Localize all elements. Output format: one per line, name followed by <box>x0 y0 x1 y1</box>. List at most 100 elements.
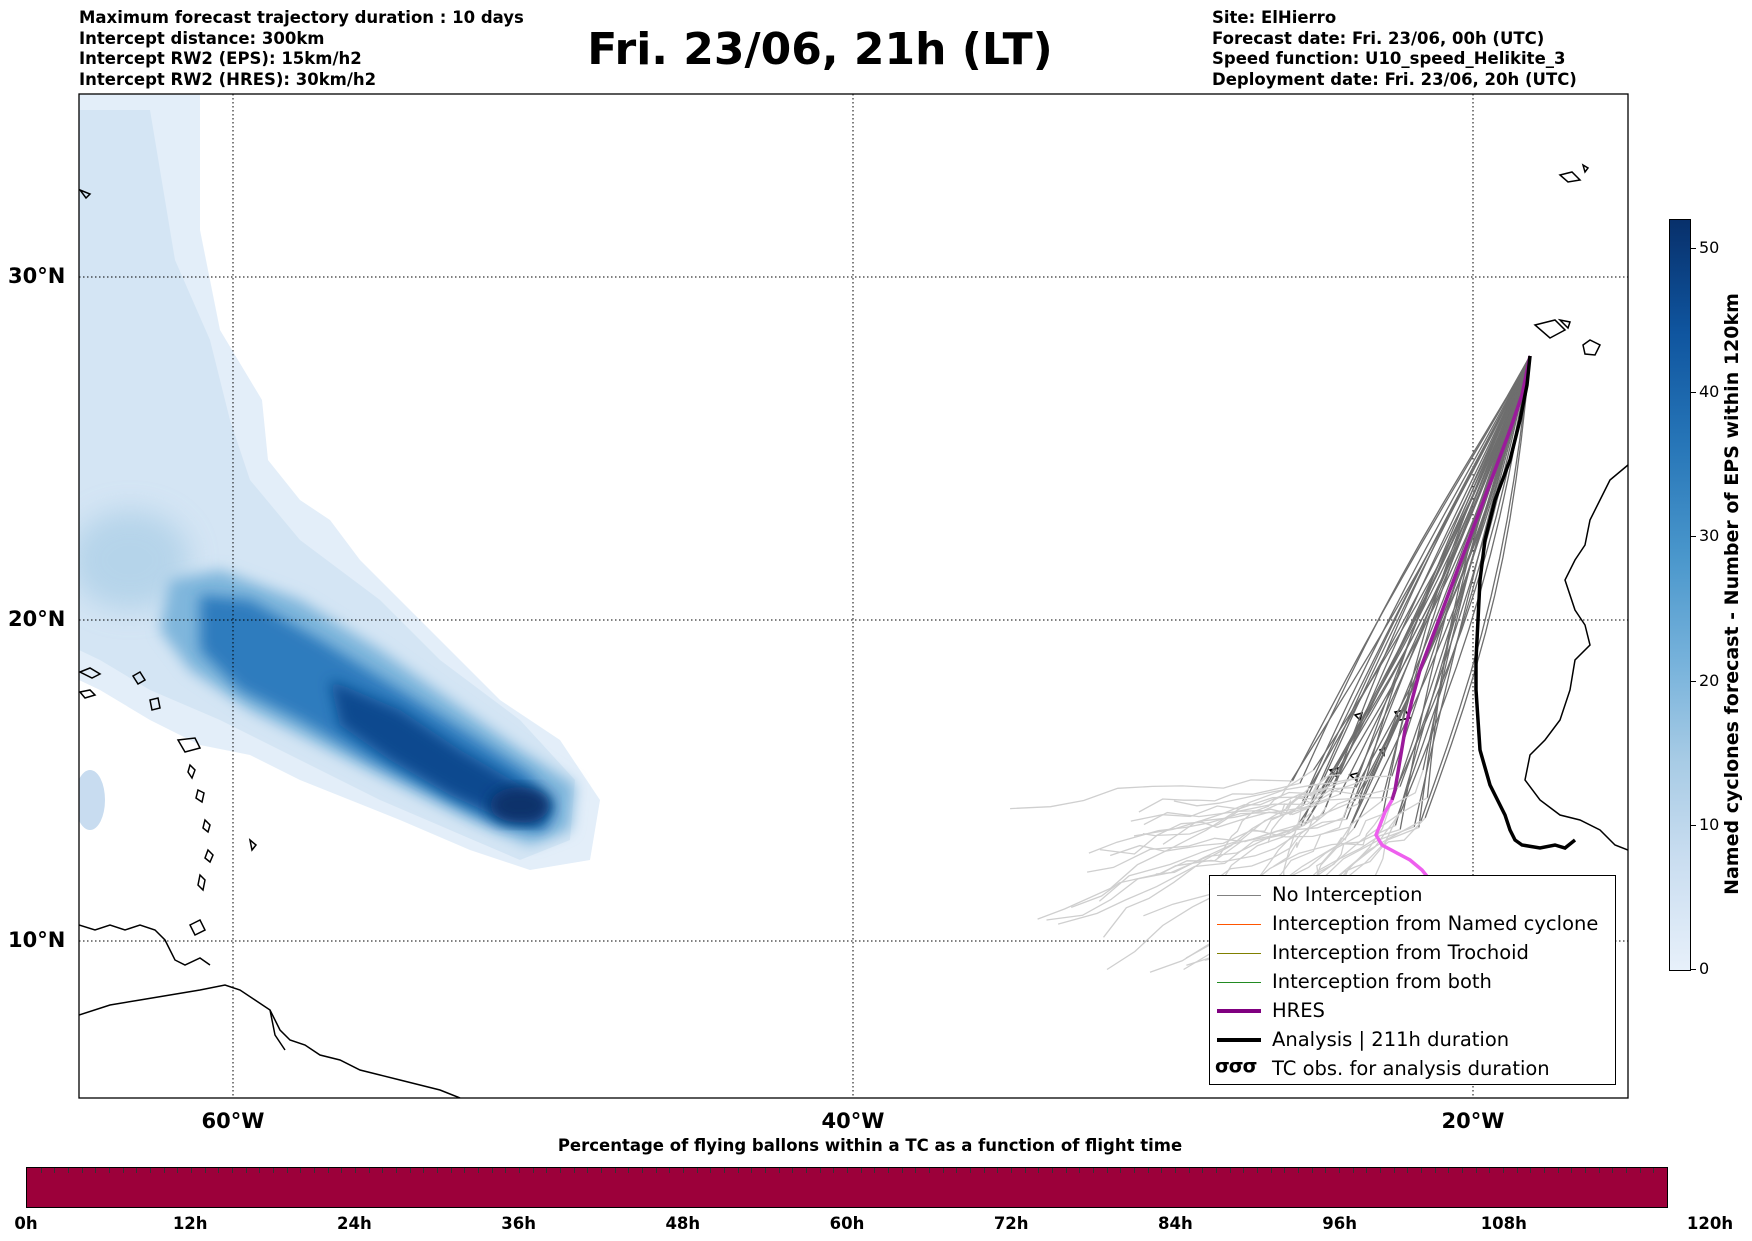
ensemble-trajectory <box>1424 355 1531 819</box>
lat-label-20n: 20°N <box>8 607 66 631</box>
colorbar-tick <box>1690 969 1696 970</box>
flight-bar-tick <box>874 1168 876 1173</box>
flight-bar-tick <box>327 1168 329 1173</box>
legend-label: HRES <box>1272 999 1325 1022</box>
coast-island-11 <box>248 838 258 852</box>
flight-bar-tick <box>505 1168 507 1173</box>
flight-bar-tick <box>1024 1168 1026 1173</box>
legend-label: TC obs. for analysis duration <box>1272 1057 1550 1080</box>
flight-bar-tick <box>1530 1168 1532 1173</box>
colorbar-tick-label: 20 <box>1699 670 1720 690</box>
flight-bar-tick <box>573 1168 575 1173</box>
flight-bar-tick <box>81 1168 83 1173</box>
legend-label: No Interception <box>1272 883 1423 906</box>
legend-item-trochoid: Interception from Trochoid <box>1210 939 1615 968</box>
flight-bar-tick <box>1393 1168 1395 1173</box>
flight-bar-label: 108h <box>1480 1214 1527 1233</box>
flight-bar-tick <box>1503 1168 1504 1173</box>
ensemble-trajectory-tail <box>1088 793 1341 854</box>
coast-island-4 <box>149 697 161 711</box>
flight-bar-tick <box>1270 1168 1272 1173</box>
flight-bar-tick <box>1434 1168 1436 1173</box>
flight-bar-tick <box>519 1168 520 1173</box>
flight-bar-title: Percentage of flying ballons within a TC… <box>557 1136 1183 1155</box>
flight-bar-tick <box>970 1168 971 1173</box>
ensemble-trajectory-tail <box>1070 824 1305 909</box>
coast-island-1 <box>79 667 102 679</box>
legend-label: Interception from Trochoid <box>1272 941 1529 964</box>
flight-bar-tick <box>1462 1168 1463 1173</box>
ensemble-trajectory-tail <box>1138 782 1301 813</box>
legend-swatch <box>1217 895 1261 896</box>
coast-venezuela <box>79 924 211 966</box>
flight-bar-tick <box>177 1168 179 1173</box>
flight-bar-tick <box>860 1168 862 1173</box>
flight-bar-tick <box>1202 1168 1204 1173</box>
flight-bar-tick <box>232 1168 233 1173</box>
flight-bar-tick <box>1352 1168 1354 1173</box>
flight-bar-tick <box>983 1168 985 1173</box>
flight-bar-tick <box>1489 1168 1491 1173</box>
flight-bar-label: 84h <box>1158 1214 1193 1233</box>
legend-label: Interception from Named cyclone <box>1272 912 1599 935</box>
flight-percentage-bar <box>26 1167 1668 1208</box>
map-legend: No Interception Interception from Named … <box>1209 875 1616 1085</box>
ensemble-trajectory <box>1289 355 1531 783</box>
coastlines <box>79 163 1628 1098</box>
flight-bar-tick <box>1147 1168 1149 1173</box>
flight-bar-tick <box>355 1168 356 1173</box>
flight-bar-tick <box>163 1168 165 1173</box>
flight-bar-tick <box>642 1168 643 1173</box>
legend-label: Analysis | 211h duration <box>1272 1028 1510 1051</box>
ensemble-trajectory-tail <box>1289 778 1356 816</box>
header-left-line: Maximum forecast trajectory duration : 1… <box>79 8 524 27</box>
colorbar-tick <box>1690 392 1696 394</box>
colorbar-tick-label: 40 <box>1699 382 1720 402</box>
legend-swatch <box>1217 953 1261 954</box>
flight-bar-tick <box>915 1168 917 1173</box>
flight-bar-tick <box>437 1168 438 1173</box>
coast-island-cape-verde-4 <box>1348 772 1359 783</box>
lon-label-40w: 40°W <box>821 1109 885 1133</box>
density-blob-low <box>79 770 105 830</box>
header-left-line: Intercept RW2 (EPS): 15km/h2 <box>79 49 362 68</box>
header-left-line: Intercept RW2 (HRES): 30km/h2 <box>79 69 377 89</box>
ensemble-trajectory <box>1291 355 1531 782</box>
flight-bar-tick <box>1093 1168 1094 1173</box>
flight-bar-tick <box>423 1168 425 1173</box>
flight-bar-tick <box>601 1168 602 1173</box>
flight-bar-tick <box>1065 1168 1067 1173</box>
flight-bar-tick <box>724 1168 725 1173</box>
flight-bar-tick <box>683 1168 684 1173</box>
legend-swatch <box>1217 1038 1261 1042</box>
colorbar-tick <box>1690 247 1696 249</box>
header-right-line: Deployment date: Fri. 23/06, 20h (UTC) <box>1212 69 1577 89</box>
flight-bar-tick <box>1653 1168 1655 1173</box>
coast-island-10 <box>197 873 206 892</box>
flight-bar-tick <box>737 1168 739 1173</box>
flight-bar-tick <box>341 1168 343 1173</box>
cyclone-density-field <box>79 94 600 870</box>
coast-africa <box>1524 464 1628 851</box>
colorbar-tick <box>1690 680 1696 682</box>
ensemble-trajectory-tail <box>1130 786 1356 822</box>
flight-bar-tick <box>1325 1168 1327 1173</box>
flight-bar-label: 12h <box>172 1214 208 1233</box>
ensemble-trajectory-tail <box>1160 818 1347 875</box>
analysis-trajectory <box>1474 355 1577 850</box>
map-frame <box>78 93 1629 1099</box>
colorbar <box>1669 219 1691 971</box>
flight-bar-tick <box>1052 1168 1053 1173</box>
flight-bar-tick <box>1448 1168 1450 1173</box>
coast-island-canary-3 <box>1557 318 1571 330</box>
ensemble-trajectory <box>1381 355 1531 802</box>
flight-bar-tick <box>929 1168 930 1173</box>
flight-bar-tick <box>942 1168 944 1173</box>
flight-bar-tick <box>1011 1168 1012 1173</box>
coast-island-canary-1 <box>1533 319 1567 339</box>
flight-bar-label: 72h <box>993 1214 1029 1233</box>
flight-bar-tick <box>122 1168 124 1173</box>
flight-bar-tick <box>1243 1168 1245 1173</box>
flight-bar-tick <box>300 1168 302 1173</box>
flight-bar-tick <box>54 1168 56 1173</box>
